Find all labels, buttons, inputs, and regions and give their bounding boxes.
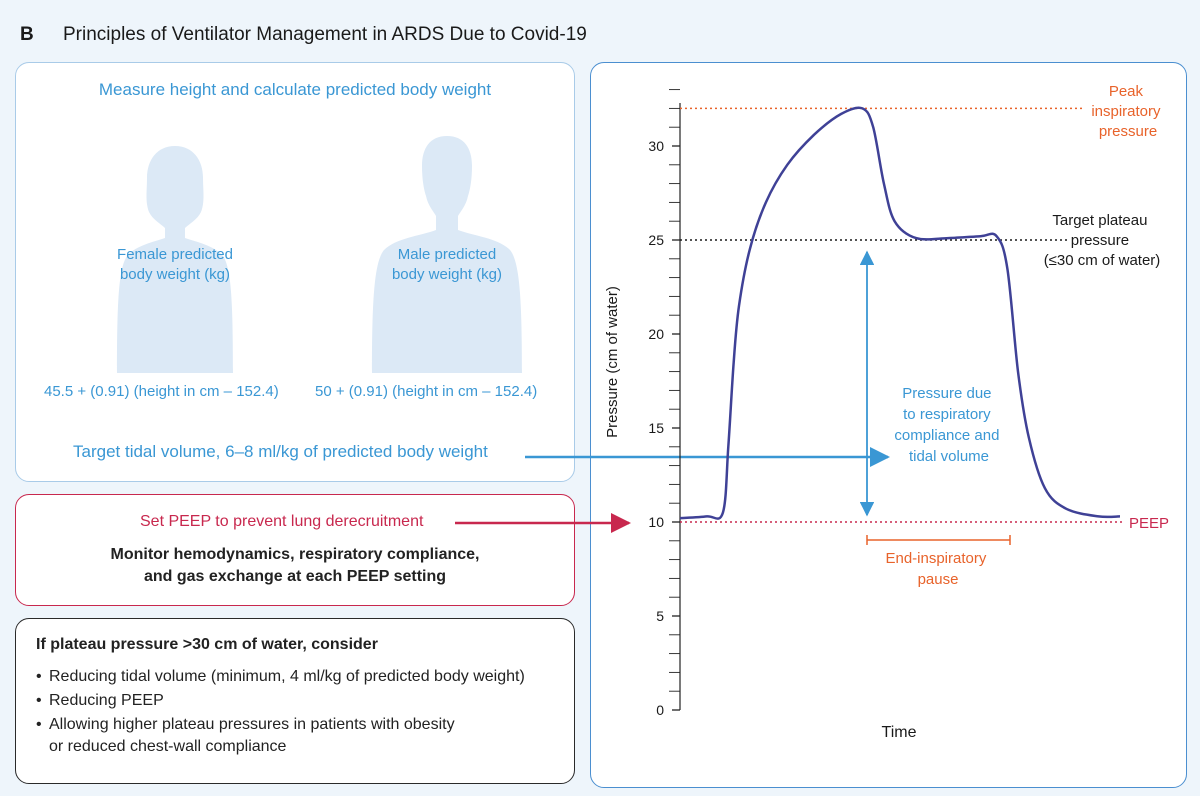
pbw-heading: Measure height and calculate predicted b…: [98, 80, 492, 99]
monitor-text: Monitor hemodynamics, respiratory compli…: [15, 544, 575, 588]
male-pbw-label: Male predicted body weight (kg): [362, 245, 532, 285]
consider-item: Allowing higher plateau pressures in pat…: [36, 714, 525, 736]
y-tick-label: 25: [648, 232, 664, 248]
pressure-curve: [679, 106, 1121, 520]
peak-label-line3: pressure: [1099, 123, 1157, 140]
consider-list: Reducing tidal volume (minimum, 4 ml/kg …: [36, 666, 525, 760]
plateau-label-line2: pressure: [1071, 232, 1129, 249]
y-tick-label: 10: [648, 514, 664, 530]
consider-title: If plateau pressure >30 cm of water, con…: [36, 636, 378, 653]
y-tick-label: 20: [648, 326, 664, 342]
end-insp-line2: pause: [918, 571, 959, 588]
consider-item-continuation: or reduced chest-wall compliance: [49, 738, 287, 755]
male-pbw-label-line1: Male predicted: [397, 246, 497, 263]
monitor-text-line2: and gas exchange at each PEEP setting: [143, 568, 447, 585]
set-peep-text: Set PEEP to prevent lung derecruitment: [140, 513, 424, 530]
peep-label: PEEP: [1129, 515, 1169, 532]
y-tick-label: 15: [648, 420, 664, 436]
end-insp-line1: End-inspiratory: [885, 550, 986, 567]
y-tick-label: 30: [648, 138, 664, 154]
pressure-due-line1: Pressure due: [902, 385, 991, 402]
figure-title: Principles of Ventilator Management in A…: [63, 24, 587, 45]
pressure-due-line4: tidal volume: [909, 448, 989, 465]
pressure-due-line2: to respiratory: [903, 406, 991, 423]
pressure-chart-panel: [590, 62, 1187, 788]
male-pbw-label-line2: body weight (kg): [391, 266, 503, 283]
female-pbw-label-line2: body weight (kg): [119, 266, 231, 283]
male-silhouette-icon: [372, 136, 522, 373]
peep-panel: [15, 494, 575, 606]
y-tick-label: 0: [656, 702, 664, 718]
end-inspiratory-bracket: [866, 535, 1011, 545]
female-pbw-label-line1: Female predicted: [117, 246, 233, 263]
y-axis-title: Pressure (cm of water): [604, 286, 621, 438]
monitor-text-line1: Monitor hemodynamics, respiratory compli…: [110, 546, 480, 563]
peak-label: Peak inspiratory pressure: [1091, 83, 1164, 140]
female-pbw-label: Female predicted body weight (kg): [95, 245, 255, 285]
plateau-label: Target plateau pressure (≤30 cm of water…: [1044, 212, 1161, 269]
x-axis-title: Time: [882, 724, 917, 741]
panel-letter: B: [20, 24, 34, 45]
consider-item: Reducing PEEP: [36, 690, 525, 712]
plateau-label-line1: Target plateau: [1052, 212, 1147, 229]
y-tick-label: 5: [656, 608, 664, 624]
minor-ticks: [669, 89, 680, 692]
end-inspiratory-label: End-inspiratory pause: [885, 550, 990, 588]
tidal-volume-target: Target tidal volume, 6–8 ml/kg of predic…: [73, 442, 488, 461]
plateau-label-line3: (≤30 cm of water): [1044, 252, 1161, 269]
female-silhouette-icon: [117, 146, 233, 373]
pressure-due-annotation: Pressure due to respiratory compliance a…: [894, 385, 1003, 465]
pressure-due-line3: compliance and: [894, 427, 999, 444]
consider-item: Reducing tidal volume (minimum, 4 ml/kg …: [36, 666, 525, 688]
male-formula: 50 + (0.91) (height in cm – 152.4): [315, 383, 538, 400]
female-formula: 45.5 + (0.91) (height in cm – 152.4): [44, 383, 279, 400]
peak-label-line2: inspiratory: [1091, 103, 1161, 120]
major-ticks: 0 5 10 15 20 25 30: [648, 138, 680, 718]
peak-label-line1: Peak: [1109, 83, 1144, 100]
